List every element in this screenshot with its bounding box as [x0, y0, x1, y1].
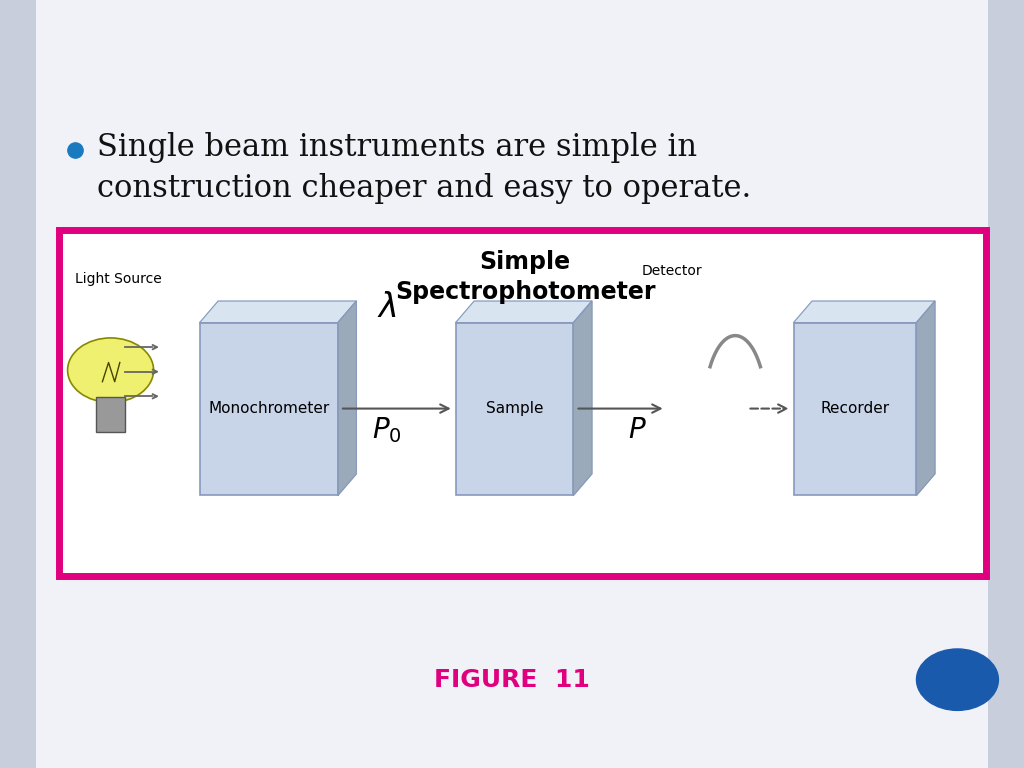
- FancyBboxPatch shape: [456, 323, 573, 495]
- Text: Recorder: Recorder: [820, 402, 890, 416]
- FancyBboxPatch shape: [96, 397, 125, 432]
- Polygon shape: [456, 301, 592, 323]
- Text: $P$: $P$: [628, 416, 646, 444]
- Polygon shape: [338, 301, 356, 495]
- Text: Monochrometer: Monochrometer: [208, 402, 330, 416]
- Circle shape: [916, 649, 998, 710]
- Text: Sample: Sample: [485, 402, 544, 416]
- Text: $P_0$: $P_0$: [372, 415, 402, 445]
- Polygon shape: [794, 301, 935, 323]
- FancyBboxPatch shape: [0, 0, 36, 768]
- Text: $\lambda$: $\lambda$: [377, 291, 397, 323]
- FancyBboxPatch shape: [794, 323, 916, 495]
- Polygon shape: [916, 301, 935, 495]
- Polygon shape: [573, 301, 592, 495]
- Text: Detector: Detector: [642, 264, 702, 278]
- Text: Light Source: Light Source: [75, 273, 162, 286]
- FancyBboxPatch shape: [59, 230, 986, 576]
- Text: construction cheaper and easy to operate.: construction cheaper and easy to operate…: [97, 173, 752, 204]
- Polygon shape: [200, 301, 356, 323]
- FancyBboxPatch shape: [988, 0, 1024, 768]
- Text: FIGURE  11: FIGURE 11: [434, 667, 590, 692]
- Circle shape: [68, 338, 154, 402]
- FancyBboxPatch shape: [200, 323, 338, 495]
- Text: Simple
Spectrophotometer: Simple Spectrophotometer: [395, 250, 655, 304]
- Text: Single beam instruments are simple in: Single beam instruments are simple in: [97, 132, 697, 163]
